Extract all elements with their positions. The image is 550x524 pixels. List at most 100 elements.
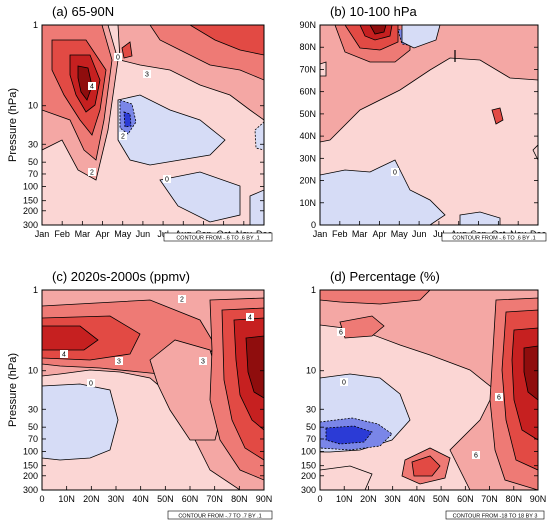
panel-c-ylabel: Pressure (hPa) xyxy=(7,353,19,427)
y-tick-label: 80N xyxy=(299,42,316,52)
contour-label-bg xyxy=(114,53,122,61)
panel-d: (d) Percentage (%) 6 0 6 6 0 10N 20N 30N 40N 50N… xyxy=(301,269,546,520)
panel-a-contour-neg-3-center xyxy=(123,111,132,128)
contour-label-bg xyxy=(60,350,68,358)
contour-label-bg xyxy=(163,175,171,183)
panel-d-title: (d) Percentage (%) xyxy=(330,269,440,284)
panel-b-note-box xyxy=(441,232,547,242)
contour-label: 2 xyxy=(90,170,94,177)
contour-label-bg xyxy=(340,378,348,386)
x-tick-label: Mar xyxy=(352,229,368,239)
panel-d-contour-neg-3 xyxy=(325,425,373,445)
x-tick-label: Jun xyxy=(412,229,427,239)
panel-b-contour-edge-left xyxy=(320,61,327,77)
contour-label: 2 xyxy=(180,297,184,304)
y-tick-label: 30 xyxy=(306,404,316,414)
y-tick-label: 300 xyxy=(23,220,38,230)
panel-d-contour-note: CONTOUR FROM -18 TO 18 BY 3 xyxy=(445,510,545,520)
panel-a-contour-note: CONTOUR FROM -.6 TO .6 BY .1 xyxy=(163,232,273,242)
y-tick-label: 100 xyxy=(23,181,38,191)
panel-d-contour-labels: 6 0 6 6 xyxy=(337,328,503,460)
x-tick-label: Jun xyxy=(136,229,151,239)
y-tick-label: 200 xyxy=(23,206,38,216)
x-tick-label: Jul xyxy=(157,229,169,239)
contour-label-bg xyxy=(88,82,96,90)
panel-c-contour-labels: 2 4 3 0 3 4 xyxy=(60,295,254,388)
panel-d-contour-pos-5-right xyxy=(523,345,538,401)
panel-c-contour-note: CONTOUR FROM -.7 TO .7 BY .1 xyxy=(167,510,273,520)
x-tick-label: 0 xyxy=(39,494,44,504)
contour-label-bg xyxy=(337,328,345,336)
panel-c-note-text: CONTOUR FROM -.7 TO .7 BY .1 xyxy=(178,514,261,520)
panel-b-y-axis: 0 10N 20N 30N 40N 50N 60N 70N 80N 90N xyxy=(299,20,538,230)
y-tick-label: 1 xyxy=(311,285,316,295)
x-tick-label: 90N xyxy=(530,494,547,504)
x-tick-label: 80N xyxy=(231,494,248,504)
panel-b-note-text: CONTOUR FROM -.6 TO .6 BY .1 xyxy=(452,236,535,242)
y-tick-label: 30N xyxy=(299,153,316,163)
panel-d-x-axis: 0 10N 20N 30N 40N 50N 60N 70N 80N 90N xyxy=(317,486,546,504)
y-tick-label: 50 xyxy=(306,422,316,432)
y-tick-label: 300 xyxy=(23,485,38,495)
panel-b-contour-neg-1-lower xyxy=(320,159,446,225)
y-tick-label: 10N xyxy=(299,198,316,208)
y-tick-label: 90N xyxy=(299,20,316,30)
x-tick-label: 90N xyxy=(256,494,273,504)
x-tick-label: 50N xyxy=(433,494,450,504)
panel-a-contour-neg-1-center xyxy=(117,94,226,166)
y-tick-label: 200 xyxy=(301,471,316,481)
y-tick-label: 50 xyxy=(28,422,38,432)
x-tick-label: 60N xyxy=(182,494,199,504)
panel-b-contour-labels: 0 xyxy=(391,168,399,177)
panel-a-contour-neg-1-lower xyxy=(159,171,241,223)
contour-label-bg xyxy=(495,393,503,401)
panel-c-frame xyxy=(41,289,265,491)
y-tick-label: 60N xyxy=(299,87,316,97)
contour-label: 6 xyxy=(497,395,501,402)
x-tick-label: 30N xyxy=(108,494,125,504)
y-tick-label: 1 xyxy=(33,285,38,295)
panel-b-title: (b) 10-100 hPa xyxy=(330,4,417,19)
contour-label-bg xyxy=(472,451,480,459)
panel-a-contour-small xyxy=(121,41,133,59)
x-tick-label: 0 xyxy=(317,494,322,504)
x-tick-label: 20N xyxy=(360,494,377,504)
x-tick-label: Feb xyxy=(54,229,70,239)
x-tick-label: Mar xyxy=(75,229,91,239)
y-tick-label: 40N xyxy=(299,131,316,141)
y-tick-label: 300 xyxy=(301,485,316,495)
contour-label-bg xyxy=(119,132,127,140)
x-tick-label: 70N xyxy=(481,494,498,504)
contour-label: 3 xyxy=(145,72,149,79)
panel-a-contour-labels: 4 3 2 2 0 0 xyxy=(88,53,171,184)
panel-a-note-box xyxy=(163,232,273,242)
panel-c-title: (c) 2020s-2000s (ppmv) xyxy=(52,269,190,284)
contour-label: 2 xyxy=(121,134,125,141)
panel-b-contours xyxy=(320,25,538,225)
y-tick-label: 30 xyxy=(28,404,38,414)
contour-label-bg xyxy=(391,168,399,176)
y-tick-label: 70 xyxy=(306,434,316,444)
contour-label: 0 xyxy=(116,55,120,62)
panel-a-contour-neg-1-edge xyxy=(254,121,264,151)
contour-label-bg xyxy=(199,357,207,365)
y-tick-label: 150 xyxy=(23,196,38,206)
panel-c-note-box xyxy=(167,510,273,520)
panel-a-contour-pos-5-left xyxy=(77,65,93,101)
contour-label-bg xyxy=(143,70,151,78)
panel-a-contour-neg-1-corner xyxy=(249,189,264,225)
x-tick-label: 40N xyxy=(409,494,426,504)
y-tick-label: 0 xyxy=(311,220,316,230)
contour-label: 4 xyxy=(90,84,94,91)
panel-b-contour-pos-5-top xyxy=(369,25,387,35)
panel-c-contour-neg-1 xyxy=(42,383,119,461)
contour-label: 0 xyxy=(89,381,93,388)
contour-label-bg xyxy=(115,357,123,365)
y-tick-label: 10 xyxy=(28,366,38,376)
x-tick-label: 70N xyxy=(206,494,223,504)
x-tick-label: Feb xyxy=(332,229,348,239)
panel-b-contour-neg-1-top xyxy=(401,25,441,49)
y-tick-label: 10 xyxy=(28,101,38,111)
